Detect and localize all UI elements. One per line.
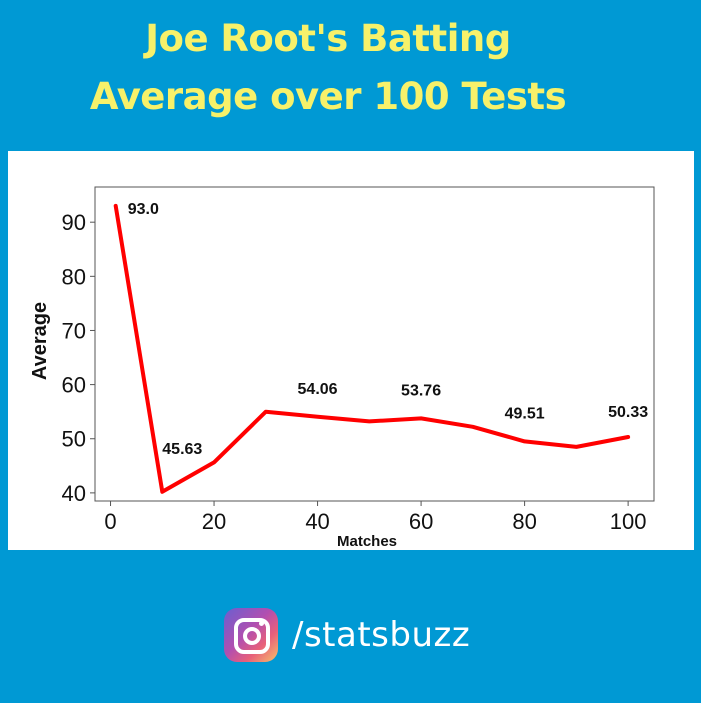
- data-label: 45.63: [162, 441, 202, 458]
- x-tick-label: 100: [610, 509, 647, 534]
- data-label: 50.33: [608, 404, 648, 421]
- social-footer: /statsbuzz: [224, 607, 470, 663]
- y-tick-label: 80: [62, 264, 86, 289]
- title-line-1: Joe Root's Batting: [145, 17, 511, 60]
- chart-panel: 40 50 60 70 80 90 0 20 40 60 80 100 93.0 45.63 54.06…: [8, 151, 694, 550]
- x-axis: 0 20 40 60 80 100: [104, 501, 646, 534]
- data-label: 93.0: [128, 201, 159, 218]
- series-line: [113, 203, 631, 494]
- y-tick-label: 60: [62, 373, 86, 398]
- y-axis-label: Average: [29, 302, 51, 380]
- social-handle[interactable]: /statsbuzz: [292, 615, 471, 655]
- line-chart: 40 50 60 70 80 90 0 20 40 60 80 100 93.0 45.63 54.06…: [29, 186, 655, 550]
- data-label: 49.51: [505, 405, 545, 422]
- y-axis: 40 50 60 70 80 90: [62, 210, 95, 506]
- y-tick-label: 40: [62, 481, 86, 506]
- y-tick-label: 70: [62, 318, 86, 343]
- x-tick-label: 20: [202, 509, 226, 534]
- data-label: 54.06: [298, 381, 338, 398]
- y-tick-label: 50: [62, 427, 86, 452]
- data-labels: 93.0 45.63 54.06 53.76 49.51 50.33: [128, 201, 649, 458]
- x-tick-label: 60: [409, 509, 433, 534]
- instagram-icon[interactable]: [224, 608, 278, 662]
- plot-area: [94, 186, 655, 502]
- x-tick-label: 0: [104, 509, 116, 534]
- y-tick-label: 90: [62, 210, 86, 235]
- x-tick-label: 80: [512, 509, 536, 534]
- x-axis-label: Matches: [337, 533, 397, 550]
- x-tick-label: 40: [305, 509, 329, 534]
- chart-title: Joe Root's Batting Average over 100 Test…: [0, 10, 656, 126]
- title-line-2: Average over 100 Tests: [89, 75, 567, 118]
- data-label: 53.76: [401, 382, 441, 399]
